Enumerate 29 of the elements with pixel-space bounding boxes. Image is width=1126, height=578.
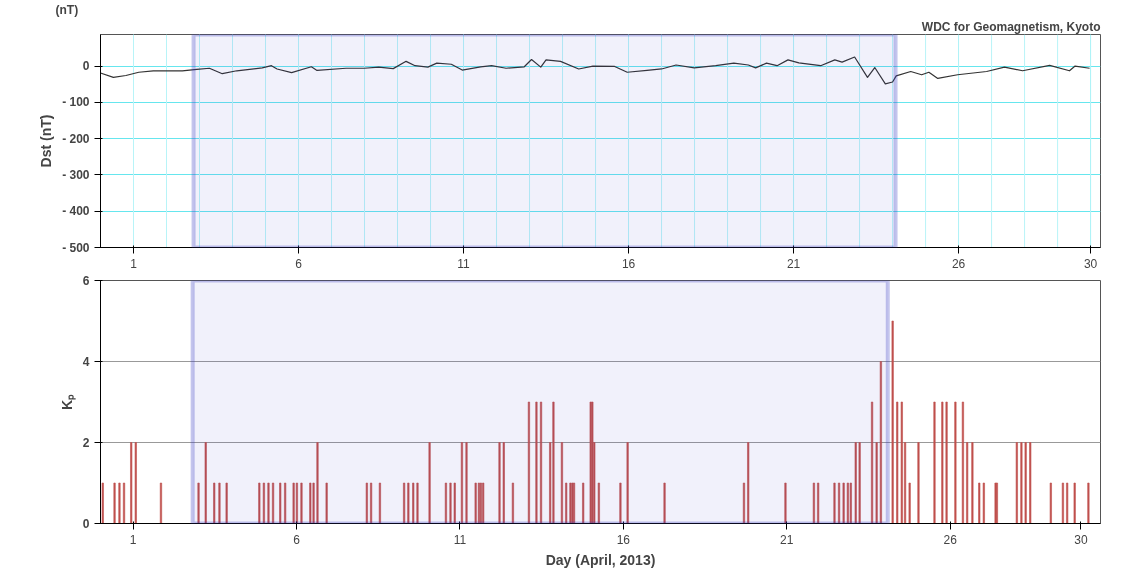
y-axis-title: Dst (nT)	[38, 114, 55, 168]
x-axis-title: Day (April, 2013)	[545, 551, 656, 568]
x-tick-label: 30	[1083, 256, 1098, 271]
y-tick-label: - 300	[62, 167, 90, 182]
y-tick-label: 6	[82, 274, 90, 288]
x-tick-label: 30	[1074, 532, 1088, 547]
x-tick-label: 11	[453, 532, 467, 547]
y-tick-label: 0	[82, 59, 90, 74]
x-tick-label: 16	[616, 532, 631, 547]
y-tick-label: - 100	[62, 95, 90, 110]
y-tick-label: 2	[82, 436, 90, 450]
x-tick-label: 21	[780, 532, 794, 547]
y-tick-label: 4	[82, 355, 90, 369]
x-tick-label: 6	[293, 532, 301, 547]
y-tick-label: - 400	[62, 204, 90, 219]
y-tick-label: 0	[82, 517, 90, 531]
y-tick-label: - 500	[62, 240, 90, 255]
y-tick-label: - 200	[62, 131, 90, 146]
y-axis-title: Kₚ	[58, 393, 76, 411]
x-tick-label: 11	[457, 256, 471, 271]
x-tick-label: 1	[130, 256, 138, 271]
text: WDC for Geomagnetism, Kyoto	[921, 19, 1101, 34]
x-tick-label: 21	[786, 256, 801, 271]
x-tick-label: 26	[943, 532, 958, 547]
text: (nT)	[55, 2, 79, 17]
x-tick-label: 1	[129, 532, 137, 547]
x-tick-label: 16	[621, 256, 636, 271]
x-tick-label: 6	[295, 256, 303, 271]
x-tick-label: 26	[951, 256, 966, 271]
